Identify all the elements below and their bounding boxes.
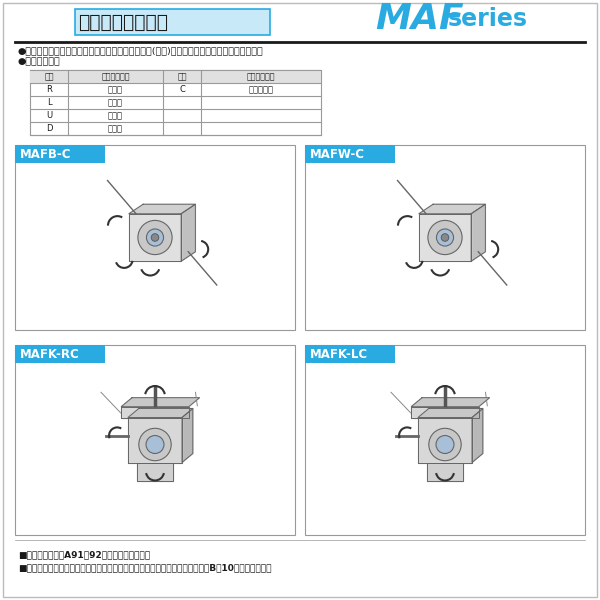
Polygon shape xyxy=(418,409,483,418)
Circle shape xyxy=(146,229,164,246)
Text: 記号: 記号 xyxy=(177,72,187,81)
Text: ■軸配置の詳細はA91・92を参照して下さい。: ■軸配置の詳細はA91・92を参照して下さい。 xyxy=(18,551,150,559)
Circle shape xyxy=(441,233,449,241)
Bar xyxy=(305,345,585,535)
Bar xyxy=(15,345,105,363)
Circle shape xyxy=(436,436,454,454)
Bar xyxy=(30,70,321,135)
Bar xyxy=(305,145,395,163)
Circle shape xyxy=(138,220,172,254)
Polygon shape xyxy=(137,463,173,481)
Bar xyxy=(30,70,321,83)
Polygon shape xyxy=(471,204,485,261)
Text: 出力軸の方向: 出力軸の方向 xyxy=(101,72,130,81)
Polygon shape xyxy=(128,409,193,418)
Circle shape xyxy=(429,428,461,461)
Bar xyxy=(15,145,295,330)
Polygon shape xyxy=(121,407,189,418)
Text: MAFK-LC: MAFK-LC xyxy=(310,347,368,361)
Text: MAFB-C: MAFB-C xyxy=(20,148,71,160)
Text: 上　側: 上 側 xyxy=(108,111,123,120)
Bar xyxy=(15,345,295,535)
Polygon shape xyxy=(182,409,193,463)
Polygon shape xyxy=(411,407,479,418)
Text: ■特殊な取付状態については、当社へお問い合わせ下さい。なお、参考としてB－10をご覧下さい。: ■特殊な取付状態については、当社へお問い合わせ下さい。なお、参考としてB－10を… xyxy=(18,563,271,572)
Circle shape xyxy=(436,229,454,246)
Text: 右　側: 右 側 xyxy=(108,85,123,94)
Polygon shape xyxy=(427,463,463,481)
Text: 出力軸の方向: 出力軸の方向 xyxy=(247,72,275,81)
Polygon shape xyxy=(411,398,490,407)
Circle shape xyxy=(146,436,164,454)
Polygon shape xyxy=(419,214,471,261)
Polygon shape xyxy=(418,418,472,463)
Text: U: U xyxy=(46,111,52,120)
Text: R: R xyxy=(46,85,52,94)
Bar xyxy=(305,345,395,363)
Polygon shape xyxy=(129,214,181,261)
Polygon shape xyxy=(129,204,196,214)
Polygon shape xyxy=(419,204,485,214)
Text: ●軸配置は入力軸またはモータを手前にして出力軸(青色)の出ている方向で決定して下さい。: ●軸配置は入力軸またはモータを手前にして出力軸(青色)の出ている方向で決定して下… xyxy=(18,46,264,55)
Circle shape xyxy=(151,233,159,241)
Polygon shape xyxy=(181,204,196,261)
Text: MAFW-C: MAFW-C xyxy=(310,148,365,160)
Circle shape xyxy=(139,428,171,461)
Polygon shape xyxy=(121,398,200,407)
Bar xyxy=(305,145,585,330)
Bar xyxy=(15,145,105,163)
Text: 記号: 記号 xyxy=(44,72,54,81)
Polygon shape xyxy=(472,409,483,463)
Text: 下　側: 下 側 xyxy=(108,124,123,133)
Polygon shape xyxy=(128,418,182,463)
Text: 軸配置と回転方向: 軸配置と回転方向 xyxy=(78,13,168,31)
Text: series: series xyxy=(448,7,528,31)
Text: 左　側: 左 側 xyxy=(108,98,123,107)
Text: MAFK-RC: MAFK-RC xyxy=(20,347,80,361)
Text: ●軸配置の記号: ●軸配置の記号 xyxy=(18,58,61,67)
Text: MAF: MAF xyxy=(375,2,464,36)
Text: L: L xyxy=(47,98,52,107)
Text: D: D xyxy=(46,124,52,133)
Text: 出力軸両端: 出力軸両端 xyxy=(248,85,274,94)
Circle shape xyxy=(428,220,462,254)
Bar xyxy=(75,9,270,35)
Text: C: C xyxy=(179,85,185,94)
